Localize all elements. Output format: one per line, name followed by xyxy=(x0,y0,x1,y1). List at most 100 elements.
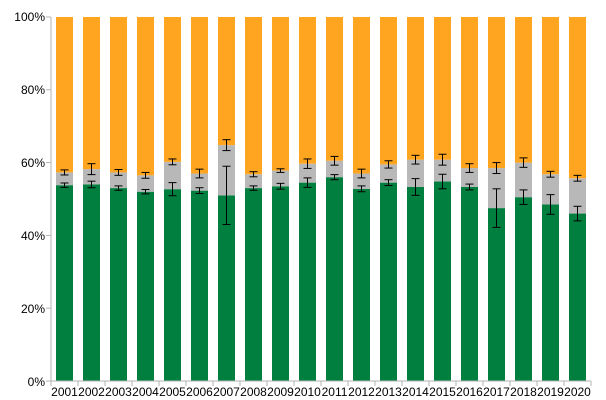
bar-2004-segment-1 xyxy=(137,175,154,192)
x-tick-label-2003: 2003 xyxy=(105,385,132,399)
x-tick-label-2005: 2005 xyxy=(159,385,186,399)
error-bar-2004-segment-0 xyxy=(141,189,150,195)
error-bar-2001-segment-1 xyxy=(60,169,69,176)
error-bar-2003-segment-0 xyxy=(114,185,123,191)
error-bar-2014-segment-1 xyxy=(411,154,420,165)
x-tick-label-2009: 2009 xyxy=(267,385,294,399)
error-bar-2008-segment-0 xyxy=(249,185,258,191)
bar-2017-segment-0 xyxy=(488,208,505,381)
bar-2009-segment-1 xyxy=(272,170,289,187)
bar-2015-segment-0 xyxy=(434,181,451,381)
bar-2020-segment-0 xyxy=(569,213,586,381)
bar-2018-segment-2 xyxy=(515,17,532,163)
bar-2016-segment-0 xyxy=(461,186,478,381)
y-tick-label-80: 80% xyxy=(21,83,45,97)
bar-2020-segment-2 xyxy=(569,17,586,179)
x-tick-label-2001: 2001 xyxy=(51,385,78,399)
x-tick-label-2004: 2004 xyxy=(132,385,159,399)
bar-2018-segment-0 xyxy=(515,197,532,381)
bar-2009-segment-2 xyxy=(272,17,289,171)
error-bar-2019-segment-1 xyxy=(546,170,555,178)
error-bar-2011-segment-0 xyxy=(330,174,339,181)
error-bar-2020-segment-1 xyxy=(573,174,582,182)
axes xyxy=(46,16,592,386)
error-bar-2005-segment-1 xyxy=(168,158,177,166)
bar-2001-segment-1 xyxy=(56,172,73,186)
x-tick-label-2015: 2015 xyxy=(429,385,456,399)
y-axis-tick-labels: 0% 20% 40% 60% 80% 100% xyxy=(14,10,45,389)
bar-2014-segment-1 xyxy=(407,159,424,187)
error-bar-2016-segment-0 xyxy=(465,183,474,191)
error-bar-2004-segment-1 xyxy=(141,171,150,179)
bar-2001-segment-0 xyxy=(56,185,73,381)
error-bar-2014-segment-0 xyxy=(411,178,420,196)
bar-2014-segment-0 xyxy=(407,186,424,381)
error-bar-2007-segment-0 xyxy=(222,165,231,225)
x-axis-tick-labels: 2001 2002 2003 2004 2005 2006 2007 2008 2009 2010… xyxy=(51,385,591,399)
bar-2010-segment-0 xyxy=(299,182,316,381)
error-bar-2003-segment-1 xyxy=(114,169,123,176)
x-tick-label-2016: 2016 xyxy=(456,385,483,399)
bar-2003-segment-1 xyxy=(110,172,127,189)
error-bar-2008-segment-1 xyxy=(249,171,258,178)
bar-2004-segment-2 xyxy=(137,17,154,176)
x-tick-label-2002: 2002 xyxy=(78,385,105,399)
bar-2013-segment-1 xyxy=(380,164,397,183)
x-tick-label-2012: 2012 xyxy=(348,385,375,399)
x-tick-label-2014: 2014 xyxy=(402,385,429,399)
y-tick-label-100: 100% xyxy=(14,10,45,24)
error-bar-2012-segment-1 xyxy=(357,168,366,179)
bar-2005-segment-2 xyxy=(164,17,181,162)
bar-2011-segment-1 xyxy=(326,160,343,178)
bar-2012-segment-0 xyxy=(353,188,370,381)
bar-2008-segment-2 xyxy=(245,17,262,175)
bar-2019-segment-0 xyxy=(542,204,559,381)
error-bar-2020-segment-0 xyxy=(573,205,582,222)
bar-2006-segment-1 xyxy=(191,173,208,191)
bar-2018-segment-1 xyxy=(515,162,532,198)
bar-2013-segment-2 xyxy=(380,17,397,165)
error-bar-2010-segment-1 xyxy=(303,158,312,169)
error-bar-2015-segment-1 xyxy=(438,153,447,166)
error-bar-2018-segment-1 xyxy=(519,157,528,168)
bar-2015-segment-1 xyxy=(434,159,451,182)
error-bar-2017-segment-0 xyxy=(492,188,501,228)
y-tick-label-20: 20% xyxy=(21,302,45,316)
x-tick-label-2006: 2006 xyxy=(186,385,213,399)
x-tick-label-2011: 2011 xyxy=(322,385,348,399)
y-tick-label-40: 40% xyxy=(21,229,45,243)
error-bar-2006-segment-0 xyxy=(195,187,204,195)
error-bar-2009-segment-0 xyxy=(276,182,285,190)
bar-2005-segment-1 xyxy=(164,161,181,190)
bar-2012-segment-1 xyxy=(353,173,370,189)
x-tick-label-2008: 2008 xyxy=(240,385,267,399)
bar-2011-segment-0 xyxy=(326,177,343,381)
bar-2002-segment-2 xyxy=(83,17,100,170)
error-bar-2017-segment-1 xyxy=(492,162,501,175)
x-tick-label-2017: 2017 xyxy=(483,385,510,399)
bar-2002-segment-0 xyxy=(83,184,100,381)
bar-2008-segment-1 xyxy=(245,174,262,189)
error-bar-2010-segment-0 xyxy=(303,177,312,188)
bar-2007-segment-2 xyxy=(218,17,235,146)
bar-2001-segment-2 xyxy=(56,17,73,173)
bar-2002-segment-1 xyxy=(83,169,100,185)
error-bar-2018-segment-0 xyxy=(519,189,528,205)
bar-2011-segment-2 xyxy=(326,17,343,161)
error-bar-2016-segment-1 xyxy=(465,163,474,173)
error-bar-2012-segment-0 xyxy=(357,185,366,193)
x-tick-label-2018: 2018 xyxy=(510,385,537,399)
bar-2004-segment-0 xyxy=(137,191,154,381)
bar-2003-segment-2 xyxy=(110,17,127,173)
error-bar-2013-segment-0 xyxy=(384,179,393,187)
x-tick-label-2010: 2010 xyxy=(294,385,321,399)
y-tick-label-60: 60% xyxy=(21,156,45,170)
bar-2003-segment-0 xyxy=(110,188,127,381)
x-tick-label-2019: 2019 xyxy=(537,385,564,399)
error-bar-2009-segment-1 xyxy=(276,168,285,173)
bar-2010-segment-2 xyxy=(299,17,316,164)
bar-2010-segment-1 xyxy=(299,163,316,183)
bar-2007-segment-0 xyxy=(218,195,235,381)
bar-2014-segment-2 xyxy=(407,17,424,160)
